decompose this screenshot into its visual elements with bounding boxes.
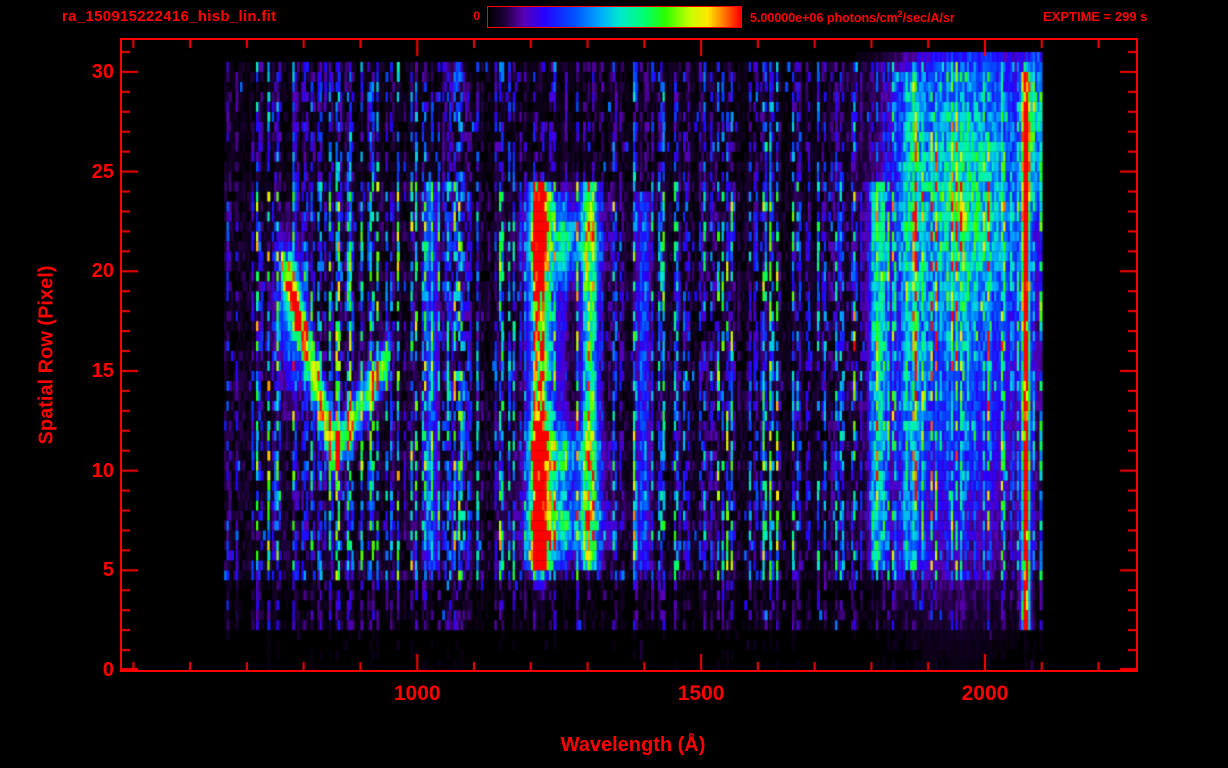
x-axis-title: Wavelength (Å) (560, 734, 706, 756)
colorbar (487, 6, 742, 28)
x-tick-label: 1500 (677, 682, 725, 705)
y-axis-title: Spatial Row (Pixel) (35, 265, 58, 445)
colorbar-max-label: 5.00000e+06 photons/cm2/sec/A/sr (750, 9, 955, 25)
y-tick-label: 10 (91, 459, 114, 482)
y-tick-label: 30 (91, 60, 114, 83)
colorbar-min-label: 0 (473, 9, 480, 23)
colorbar-max-superscript: 2 (897, 9, 903, 19)
y-tick-label: 15 (91, 359, 114, 382)
plot-area (120, 38, 1138, 672)
y-tick-label: 5 (102, 559, 114, 582)
filename-label: ra_150915222416_hisb_lin.fit (62, 8, 277, 25)
colorbar-max-value: 5.00000e+06 photons/cm (750, 11, 898, 26)
x-tick-label: 2000 (961, 682, 1009, 705)
colorbar-max-units: /sec/A/sr (902, 11, 955, 26)
exptime-label: EXPTIME = 299 s (1043, 9, 1148, 24)
axis-ticks-overlay (122, 40, 1136, 670)
y-tick-label: 20 (91, 260, 114, 283)
y-tick-label: 25 (91, 160, 114, 183)
x-tick-label: 1000 (393, 682, 441, 705)
y-tick-label: 0 (102, 659, 114, 681)
